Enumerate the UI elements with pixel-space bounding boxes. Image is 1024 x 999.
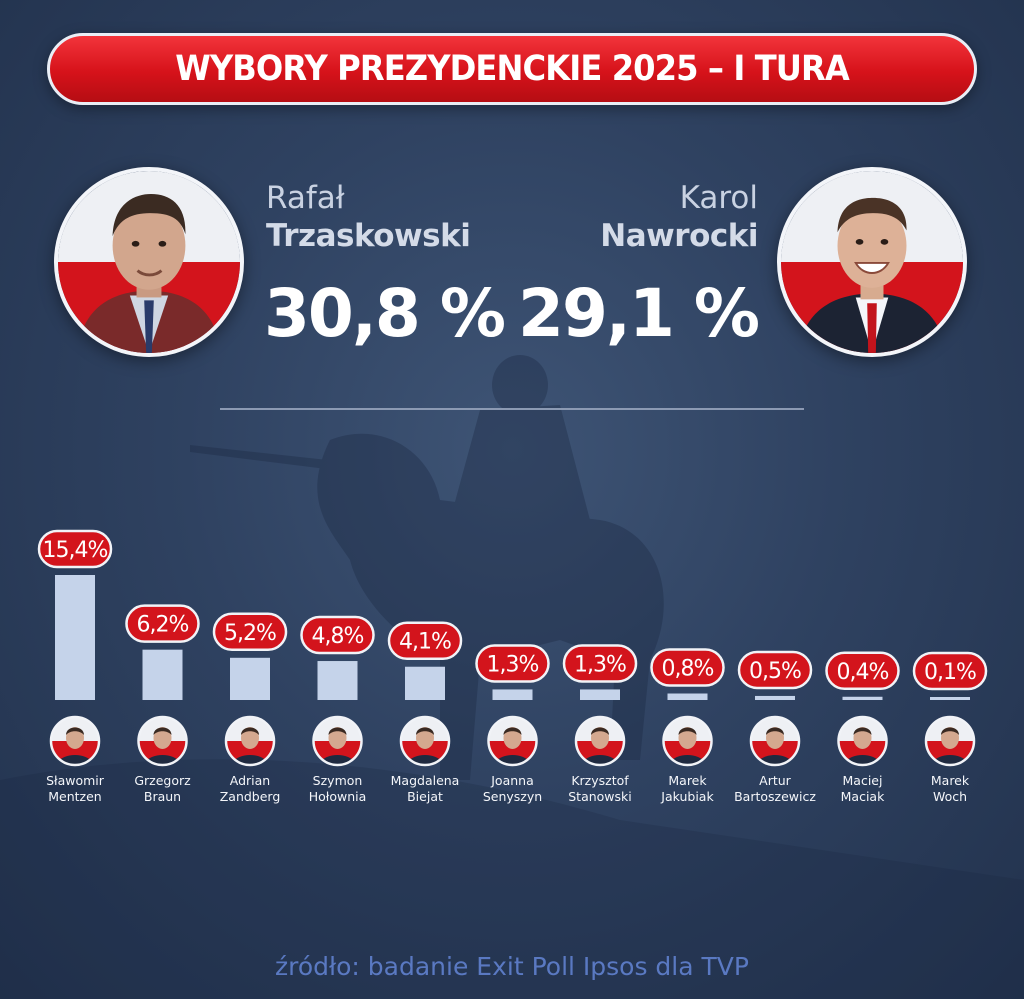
page-title: WYBORY PREZYDENCKIE 2025 – I TURA: [175, 49, 850, 89]
bar-7: [580, 689, 620, 700]
candidate-name-8-line-2: Jakubiak: [660, 789, 714, 804]
value-badge-2: 6,2%: [125, 604, 200, 643]
candidate-name-11-line-1: Marek: [931, 773, 970, 788]
candidate-name-5-line-2: Biejat: [407, 789, 443, 804]
value-badge-9: 0,5%: [737, 650, 813, 690]
candidate-avatar-2: [137, 715, 188, 767]
candidate-name-6-line-2: Senyszyn: [483, 789, 542, 804]
bar-9: [755, 695, 795, 700]
value-label-7: 1,3%: [574, 652, 626, 677]
bar-3: [230, 657, 270, 700]
bar-6: [492, 689, 533, 700]
value-label-3: 5,2%: [224, 621, 276, 646]
bar-2: [142, 649, 183, 700]
value-badge-6: 1,3%: [475, 644, 550, 683]
value-label-2: 6,2%: [137, 613, 189, 638]
source-note: źródło: badanie Exit Poll Ipsos dla TVP: [275, 952, 749, 981]
value-badge-1: 15,4%: [37, 529, 113, 569]
value-badge-10: 0,4%: [825, 651, 900, 691]
value-badge-3: 5,2%: [212, 612, 288, 652]
bar-5: [405, 666, 445, 700]
candidate-avatar-7: [574, 715, 626, 767]
bar-11: [930, 697, 970, 700]
candidate-name-7-line-1: Krzysztof: [571, 773, 629, 788]
candidate-name-6-line-1: Joanna: [490, 773, 534, 788]
value-badge-8: 0,8%: [650, 648, 725, 687]
candidate-avatar-8: [662, 715, 713, 767]
candidate-avatar-11: [924, 715, 976, 767]
candidate-name-3-line-2: Zandberg: [220, 789, 281, 804]
candidate-avatar-5: [399, 715, 451, 767]
value-badge-11: 0,1%: [912, 651, 988, 691]
value-label-10: 0,4%: [837, 660, 889, 685]
title-banner: WYBORY PREZYDENCKIE 2025 – I TURA: [47, 33, 977, 105]
candidate-avatar-6: [487, 715, 538, 767]
value-label-9: 0,5%: [749, 659, 801, 684]
section-divider: [220, 408, 804, 410]
candidate-name-3-line-1: Adrian: [230, 773, 270, 788]
value-label-5: 4,1%: [399, 630, 451, 655]
candidate-name-1-line-2: Mentzen: [48, 789, 101, 804]
candidate-name-1-line-1: Sławomir: [46, 773, 105, 788]
candidate-avatar-10: [837, 715, 888, 767]
bar-10: [842, 696, 883, 700]
finalist-1-result: 30,8 %: [264, 275, 506, 352]
candidate-name-8-line-1: Marek: [668, 773, 707, 788]
candidate-avatar-9: [749, 715, 801, 767]
finalist-1-first-name: Rafał: [266, 180, 345, 216]
candidate-name-2-line-2: Braun: [144, 789, 181, 804]
bar-4: [317, 661, 358, 700]
candidate-name-9-line-2: Bartoszewicz: [734, 789, 816, 804]
value-label-8: 0,8%: [662, 657, 714, 682]
candidate-avatar-3: [224, 715, 276, 767]
bar-8: [667, 693, 708, 700]
candidate-name-7-line-2: Stanowski: [568, 789, 632, 804]
candidate-name-4-line-1: Szymon: [313, 773, 363, 788]
finalist-2-result: 29,1 %: [518, 275, 760, 352]
candidate-avatar-1: [49, 715, 101, 767]
candidate-name-10-line-1: Maciej: [843, 773, 883, 788]
value-label-1: 15,4%: [43, 538, 108, 563]
finalist-2-first-name: Karol: [679, 180, 758, 216]
value-label-11: 0,1%: [924, 660, 976, 685]
candidate-name-4-line-2: Hołownia: [309, 789, 367, 804]
bar-1: [55, 575, 95, 700]
candidate-name-9-line-1: Artur: [759, 773, 792, 788]
candidate-name-11-line-2: Woch: [933, 789, 967, 804]
value-badge-4: 4,8%: [300, 615, 375, 655]
candidate-name-10-line-2: Maciak: [841, 789, 885, 804]
candidate-avatar-4: [312, 715, 363, 767]
candidate-name-5-line-1: Magdalena: [391, 773, 460, 788]
finalist-2-last-name: Nawrocki: [600, 218, 758, 254]
finalist-1-last-name: Trzaskowski: [266, 218, 471, 254]
value-label-6: 1,3%: [487, 652, 539, 677]
value-label-4: 4,8%: [312, 624, 364, 649]
value-badge-7: 1,3%: [562, 644, 638, 683]
candidate-name-2-line-1: Grzegorz: [134, 773, 191, 788]
value-badge-5: 4,1%: [387, 621, 463, 660]
